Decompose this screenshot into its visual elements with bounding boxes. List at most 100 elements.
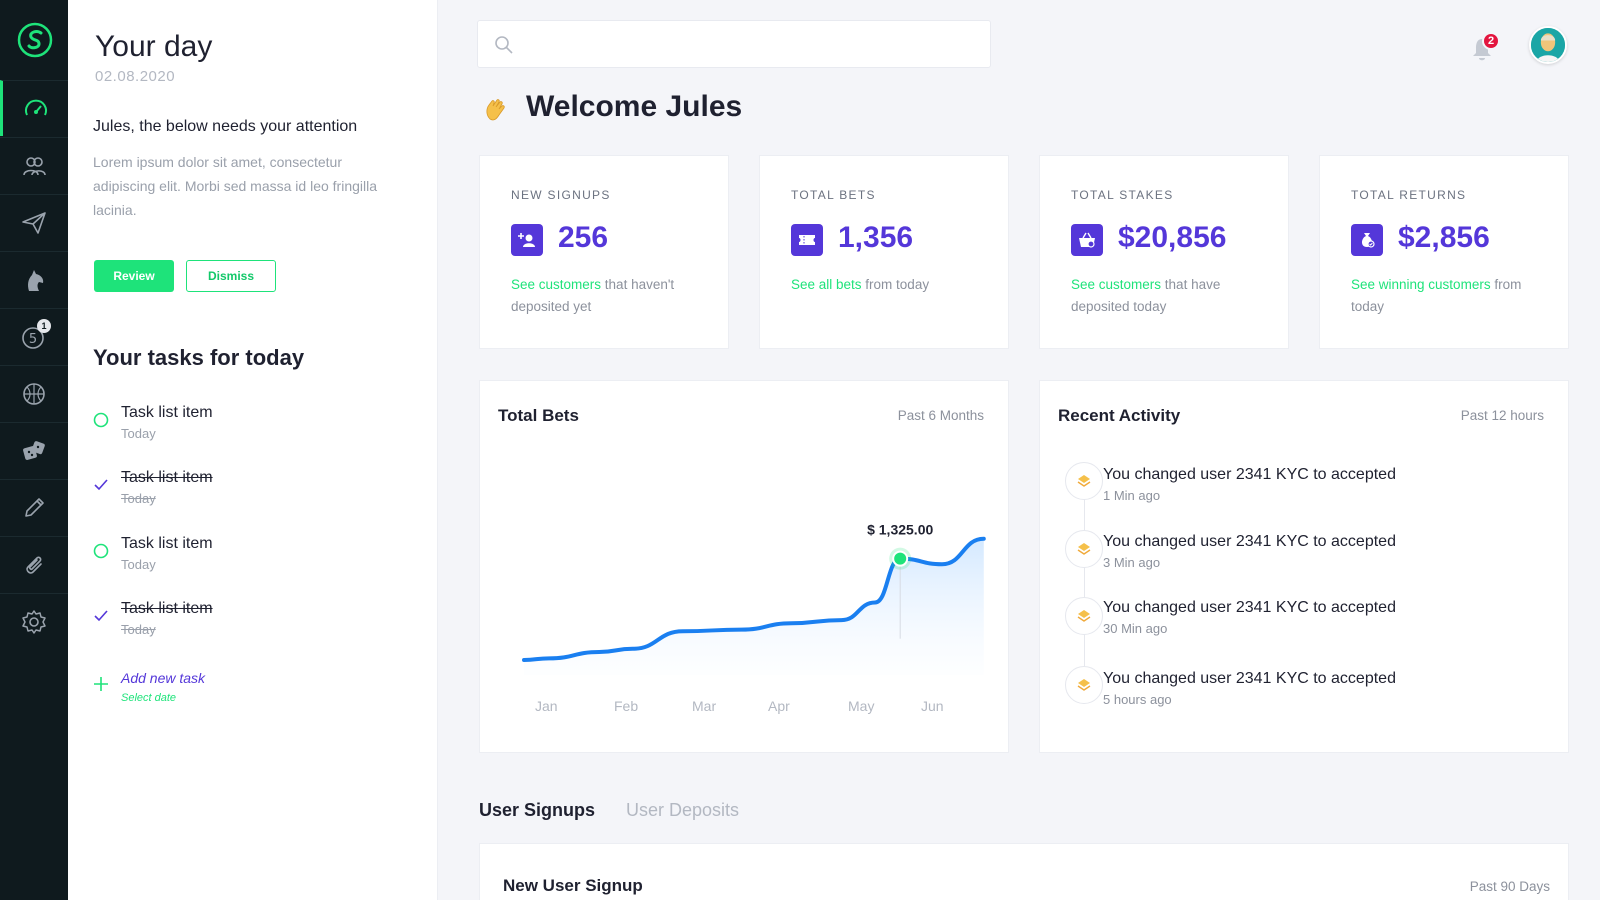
- dismiss-button[interactable]: Dismiss: [186, 260, 276, 292]
- stat-description-text: that have deposited today: [1071, 277, 1221, 314]
- x-tick-label: Jun: [921, 698, 944, 714]
- number-five-icon: 5: [22, 326, 44, 349]
- stat-description-text: that haven't deposited yet: [511, 277, 675, 314]
- speedometer-icon: [24, 99, 47, 115]
- search-icon: [495, 36, 513, 54]
- welcome-title: Welcome Jules: [526, 90, 743, 123]
- rail-badge: 1: [37, 319, 51, 333]
- checkmark-icon[interactable]: [93, 608, 109, 624]
- activity-marker: [1065, 462, 1103, 500]
- basket-icon: [1071, 224, 1103, 256]
- search-input[interactable]: [526, 29, 976, 61]
- activity-text: You changed user 2341 KYC to accepted: [1103, 466, 1396, 483]
- activity-time: 30 Min ago: [1103, 621, 1168, 636]
- select-date-link[interactable]: Select date: [121, 692, 177, 704]
- highlight-point[interactable]: [892, 550, 909, 567]
- see-winning-customers-link[interactable]: See winning customers: [1351, 277, 1491, 292]
- attention-text: Lorem ipsum dolor sit amet, consectetur …: [93, 154, 378, 218]
- task-date: Today: [121, 491, 156, 506]
- add-task-button[interactable]: Add new task Select date: [93, 670, 293, 710]
- day-date: 02.08.2020: [95, 68, 176, 85]
- notification-badge: 2: [1482, 32, 1500, 50]
- activity-item[interactable]: You changed user 2341 KYC to accepted 3 …: [1103, 533, 1503, 577]
- timeline-line: [1084, 486, 1085, 686]
- ticket-icon: [791, 224, 823, 256]
- paper-plane-icon: [22, 211, 46, 234]
- rail-item-horse-racing[interactable]: [0, 251, 68, 307]
- stat-label: NEW SIGNUPS: [511, 188, 611, 202]
- add-user-icon: [511, 224, 543, 256]
- card-title: New User Signup: [503, 876, 643, 895]
- checkmark-icon[interactable]: [93, 477, 109, 493]
- brand-logo-icon[interactable]: [17, 22, 53, 58]
- x-tick-label: Mar: [692, 698, 717, 714]
- avatar[interactable]: [1529, 26, 1567, 64]
- task-item[interactable]: Task list item Today: [93, 404, 393, 448]
- task-date: Today: [121, 426, 156, 441]
- tab-user-signups[interactable]: User Signups: [479, 800, 596, 820]
- rail-item-dashboard[interactable]: [0, 80, 68, 136]
- rail-item-basketball[interactable]: [0, 365, 68, 421]
- stat-description: See winning customers from today: [1351, 274, 1551, 318]
- rail-item-edit[interactable]: [0, 479, 68, 535]
- rail-item-users[interactable]: [0, 137, 68, 193]
- see-all-bets-link[interactable]: See all bets: [791, 277, 862, 292]
- activity-marker: [1065, 597, 1103, 635]
- rail-item-five-a-side[interactable]: 5 1: [0, 308, 68, 364]
- range-selector[interactable]: Past 6 Months: [897, 408, 984, 423]
- stat-value: $20,856: [1118, 221, 1227, 254]
- rail-item-attachments[interactable]: [0, 536, 68, 592]
- rail-item-settings[interactable]: [0, 593, 68, 649]
- x-tick-label: Feb: [614, 698, 639, 714]
- stat-description-text: from today: [1351, 277, 1522, 314]
- activity-item[interactable]: You changed user 2341 KYC to accepted 5 …: [1103, 670, 1503, 714]
- x-tick-label: May: [848, 698, 875, 714]
- see-customers-link[interactable]: See customers: [511, 277, 602, 292]
- stat-label: TOTAL STAKES: [1071, 188, 1174, 202]
- total-bets-card: Total Bets Past 6 Months: [479, 380, 1009, 753]
- review-button[interactable]: Review: [94, 260, 174, 292]
- range-selector[interactable]: Past 90 Days: [1469, 879, 1550, 894]
- activity-time: 5 hours ago: [1103, 692, 1172, 707]
- tasks-title: Your tasks for today: [93, 345, 305, 370]
- activity-item[interactable]: You changed user 2341 KYC to accepted 30…: [1103, 599, 1503, 643]
- task-label: Task list item: [121, 404, 213, 421]
- see-customers-link[interactable]: See customers: [1071, 277, 1162, 292]
- tab-user-deposits[interactable]: User Deposits: [626, 800, 740, 820]
- stat-value: 1,356: [838, 221, 914, 254]
- range-selector[interactable]: Past 12 hours: [1460, 408, 1544, 423]
- rail-item-messages[interactable]: [0, 194, 68, 250]
- task-item[interactable]: Task list item Today: [93, 535, 393, 579]
- x-tick-label: Apr: [768, 698, 790, 714]
- day-panel: Your day 02.08.2020 Jules, the below nee…: [68, 0, 438, 900]
- activity-time: 1 Min ago: [1103, 488, 1161, 503]
- task-label: Task list item: [121, 535, 213, 552]
- chart-area: [524, 538, 984, 675]
- total-bets-chart: $ 1,325.00: [522, 522, 986, 685]
- task-label: Task list item: [121, 600, 213, 617]
- task-item-completed[interactable]: Task list item Today: [93, 469, 393, 513]
- day-title: Your day: [95, 30, 213, 63]
- attention-heading: Jules, the below needs your attention: [93, 118, 358, 135]
- activity-text: You changed user 2341 KYC to accepted: [1103, 670, 1396, 687]
- task-item-completed[interactable]: Task list item Today: [93, 600, 393, 644]
- waving-hand-icon: [486, 99, 505, 121]
- stat-description-text: from today: [861, 277, 930, 292]
- task-circle-icon[interactable]: [93, 412, 109, 428]
- stat-card-total-stakes: TOTAL STAKES $20,856 See customers that …: [1039, 155, 1289, 349]
- svg-text:5: 5: [29, 332, 37, 347]
- task-label: Task list item: [121, 469, 213, 486]
- rail-item-casino[interactable]: [0, 422, 68, 478]
- task-circle-icon[interactable]: [93, 543, 109, 559]
- users-icon: [23, 156, 46, 175]
- card-title: Recent Activity: [1058, 406, 1181, 425]
- search-bar[interactable]: [477, 20, 991, 68]
- activity-text: You changed user 2341 KYC to accepted: [1103, 599, 1396, 616]
- user-avatar-icon: [1531, 28, 1565, 62]
- add-task-label: Add new task: [121, 670, 206, 686]
- stat-value: 256: [558, 221, 609, 254]
- activity-item[interactable]: You changed user 2341 KYC to accepted 1 …: [1103, 466, 1503, 510]
- stat-card-new-signups: NEW SIGNUPS 256 See customers that haven…: [479, 155, 729, 349]
- card-title: Total Bets: [498, 406, 579, 425]
- task-date: Today: [121, 557, 156, 572]
